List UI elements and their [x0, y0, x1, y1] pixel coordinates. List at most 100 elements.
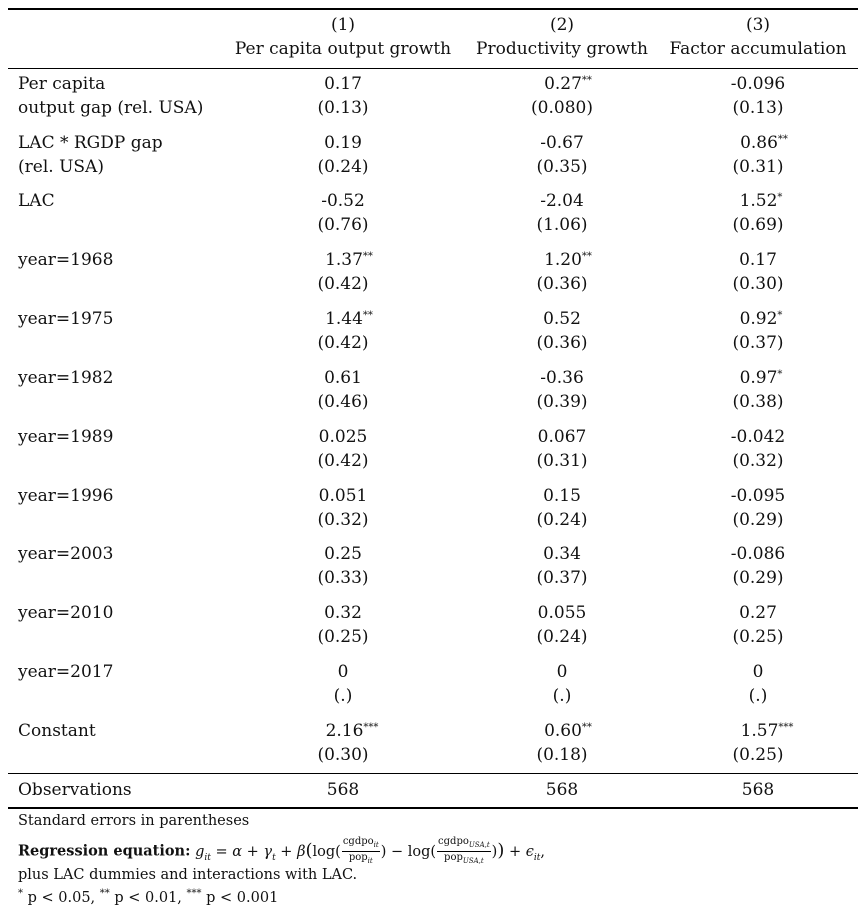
observations-label: Observations — [18, 780, 132, 800]
coefficient-cell: 0.055 — [538, 603, 587, 623]
coefficient-value: 0.34 — [543, 544, 581, 564]
coefficient-value: 0.051 — [318, 486, 368, 506]
significance-marker: * — [18, 888, 23, 899]
coefficient-cell: -0.042 — [731, 427, 785, 447]
significance-stars: * — [777, 310, 783, 321]
row-label: LAC * RGDP gap — [18, 133, 163, 153]
regression-equation-formula: git = α + γt + β(log(cgdpoit popit) − log… — [195, 836, 545, 865]
row-label: year=1989 — [18, 427, 114, 447]
coefficient-value: 0.27 — [739, 603, 777, 623]
standard-error-cell: (.) — [748, 686, 768, 706]
coefficient-value: 0.52 — [543, 309, 581, 329]
coefficient-cell: -0.095 — [731, 486, 785, 506]
coefficient-cell: 2.16*** — [326, 721, 379, 744]
column-number-1: (1) — [330, 15, 356, 35]
coefficient-cell: 1.37** — [325, 250, 373, 273]
coefficient-value: 1.37 — [325, 250, 363, 270]
standard-error-cell: (0.39) — [536, 392, 588, 412]
row-label: year=2003 — [18, 544, 114, 564]
coefficient-value: 1.52 — [739, 191, 778, 211]
row-label: Constant — [18, 721, 96, 741]
row-label: year=1996 — [18, 486, 114, 506]
observations-rule — [8, 773, 858, 774]
coefficient-value: 0.27 — [544, 74, 582, 94]
coefficient-cell: -0.36 — [540, 368, 584, 388]
coefficient-value: 0 — [337, 662, 349, 682]
significance-stars: ** — [777, 134, 788, 145]
coefficient-value: 0.25 — [324, 544, 362, 564]
standard-error-cell: (0.37) — [732, 333, 784, 353]
significance-stars: * — [777, 369, 783, 380]
coefficient-value: 0.60 — [544, 721, 582, 741]
coefficient-cell: 1.44** — [325, 309, 373, 332]
row-label: year=2017 — [18, 662, 114, 682]
coefficient-cell: 0.25 — [324, 544, 362, 564]
observations-value: 568 — [545, 780, 579, 800]
standard-error-cell: (.) — [552, 686, 572, 706]
coefficient-value: 0.055 — [537, 603, 587, 623]
column-number-2: (2) — [549, 15, 575, 35]
coefficient-cell: 0.17 — [739, 250, 777, 270]
significance-marker: *** — [186, 888, 202, 899]
standard-error-cell: (0.76) — [317, 215, 369, 235]
standard-error-cell: (0.31) — [732, 157, 784, 177]
standard-error-cell: (0.46) — [317, 392, 369, 412]
standard-error-cell: (0.24) — [536, 627, 588, 647]
coefficient-cell: 0.86** — [740, 133, 788, 156]
note-standard-errors: Standard errors in parentheses — [18, 813, 250, 829]
row-label: year=1975 — [18, 309, 114, 329]
observations-value: 568 — [741, 780, 775, 800]
coefficient-cell: 0.17 — [324, 74, 362, 94]
coefficient-cell: 0.97* — [740, 368, 783, 391]
coefficient-value: 0.92 — [739, 309, 778, 329]
coefficient-cell: 0.61 — [324, 368, 362, 388]
standard-error-cell: (0.36) — [536, 333, 588, 353]
standard-error-cell: (0.29) — [732, 568, 784, 588]
standard-error-cell: (0.25) — [732, 627, 784, 647]
coefficient-value: -0.67 — [540, 133, 584, 153]
coefficient-cell: -0.096 — [731, 74, 785, 94]
standard-error-cell: (0.25) — [732, 745, 784, 765]
standard-error-cell: (0.69) — [732, 215, 784, 235]
coefficient-value: 1.20 — [544, 250, 582, 270]
coefficient-cell: 1.57*** — [741, 721, 794, 744]
coefficient-cell: 0 — [753, 662, 764, 682]
note-regression-equation: Regression equation: git = α + γt + β(lo… — [18, 836, 545, 867]
row-label: year=2010 — [18, 603, 114, 623]
standard-error-cell: (0.42) — [317, 274, 369, 294]
coefficient-cell: 0.52 — [543, 309, 581, 329]
coefficient-value: -0.086 — [730, 544, 786, 564]
coefficient-cell: 0.051 — [319, 486, 368, 506]
significance-stars: * — [777, 192, 783, 203]
significance-stars: ** — [362, 310, 373, 321]
standard-error-cell: (0.18) — [536, 745, 588, 765]
coefficient-cell: -2.04 — [540, 191, 584, 211]
coefficient-value: -0.096 — [730, 74, 786, 94]
standard-error-cell: (0.31) — [536, 451, 588, 471]
coefficient-cell: 0.15 — [543, 486, 581, 506]
row-label: year=1968 — [18, 250, 114, 270]
significance-stars: ** — [581, 722, 592, 733]
coefficient-value: 1.57 — [740, 721, 779, 741]
row-label: year=1982 — [18, 368, 114, 388]
coefficient-value: 1.44 — [325, 309, 363, 329]
standard-error-cell: (0.13) — [732, 98, 784, 118]
coefficient-value: 0.15 — [543, 486, 581, 506]
note-lac-dummies: plus LAC dummies and interactions with L… — [18, 867, 358, 883]
coefficient-cell: 0.19 — [324, 133, 362, 153]
standard-error-cell: (0.13) — [317, 98, 369, 118]
column-title-1: Per capita output growth — [234, 39, 452, 59]
coefficient-value: 0.32 — [324, 603, 362, 623]
coefficient-cell: 0 — [557, 662, 568, 682]
standard-error-cell: (0.30) — [317, 745, 369, 765]
significance-threshold: p < 0.01, — [109, 890, 187, 906]
column-title-3: Factor accumulation — [669, 39, 847, 59]
standard-error-cell: (0.080) — [531, 98, 593, 118]
coefficient-cell: -0.52 — [321, 191, 365, 211]
row-label: (rel. USA) — [18, 157, 104, 177]
standard-error-cell: (0.24) — [317, 157, 369, 177]
standard-error-cell: (0.33) — [317, 568, 369, 588]
coefficient-cell: 0.34 — [543, 544, 581, 564]
standard-error-cell: (0.38) — [732, 392, 784, 412]
coefficient-value: 0 — [556, 662, 568, 682]
